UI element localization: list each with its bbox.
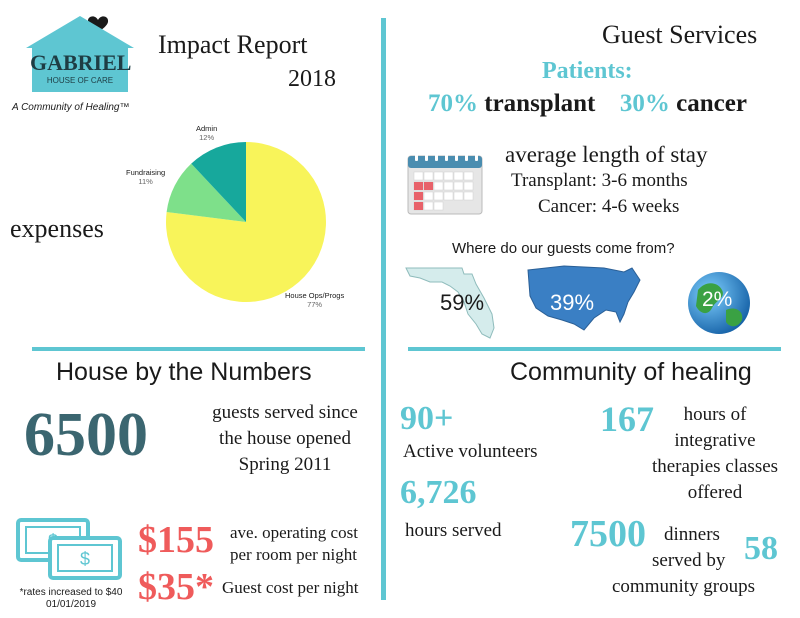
guests-line-1: guests served since (212, 402, 358, 423)
rate-note-line-1: *rates increased to $40 (19, 587, 123, 598)
guests-line-2: the house opened (219, 428, 351, 449)
guest-services-title: Guest Services (602, 20, 758, 49)
origin-question: Where do our guests come from? (452, 240, 675, 257)
classes-line-3: therapies classes (651, 456, 779, 477)
pie-label-admin-name: Admin (196, 124, 218, 133)
rate-note: *rates increased to $40 01/01/2019 (8, 587, 134, 611)
classes-description: hours of integrative therapies classes o… (630, 402, 800, 506)
dinners-word: dinners (664, 524, 720, 545)
volunteers-text: Active volunteers (403, 441, 538, 462)
house-logo-icon (26, 16, 134, 92)
report-title: Impact Report (158, 30, 308, 59)
rate-note-line-2: 01/01/2019 (45, 599, 97, 610)
pie-label-house-ops-value: 77% (307, 300, 323, 309)
pie-label-admin-value: 12% (199, 133, 215, 142)
operating-cost-line-1: ave. operating cost (230, 523, 358, 542)
hours-served-text: hours served (405, 520, 502, 541)
vertical-divider (381, 18, 386, 600)
pie-label-house-ops: House Ops/Progs 77% (285, 291, 344, 309)
stay-cancer: Cancer: 4-6 weeks (538, 196, 680, 217)
groups-number: 58 (744, 530, 778, 567)
community-title: Community of healing (510, 358, 752, 386)
logo: GABRIEL HOUSE OF CARE A Community of Hea… (8, 8, 148, 118)
svg-text:$: $ (80, 549, 90, 569)
classes-line-1: hours of (683, 404, 747, 425)
pie-label-fundraising-name: Fundraising (126, 168, 166, 177)
groups-text: community groups (612, 576, 756, 597)
logo-subtitle: HOUSE OF CARE (46, 76, 114, 85)
origin-usa-percent: 39% (550, 290, 595, 315)
pie-label-fundraising: Fundraising 11% (126, 168, 165, 186)
guest-cost: $35* (138, 566, 214, 608)
operating-cost: $155 (138, 519, 214, 561)
transplant-percent: 70% (428, 90, 478, 117)
logo-tagline: A Community of Healing™ (12, 102, 130, 113)
right-horizontal-divider (408, 347, 781, 351)
origin-florida-percent: 59% (440, 290, 485, 315)
expenses-pie-chart (166, 142, 326, 302)
pie-label-admin: Admin 12% (196, 124, 217, 142)
report-year: 2018 (288, 66, 336, 92)
stay-title: average length of stay (505, 142, 708, 167)
usa-map-icon (527, 265, 641, 331)
pie-slice-admin (191, 142, 246, 222)
volunteers-number: 90+ (400, 400, 454, 437)
money-icon: $ $ (16, 518, 122, 580)
guest-cost-description: Guest cost per night (222, 578, 359, 597)
logo-name: GABRIEL (30, 50, 132, 75)
guests-count: 6500 (24, 401, 148, 469)
house-numbers-title: House by the Numbers (56, 358, 312, 386)
pie-slice-fundraising (166, 163, 246, 222)
pie-label-house-ops-name: House Ops/Progs (285, 291, 345, 300)
globe-icon (688, 272, 750, 334)
guests-description: guests served since the house opened Spr… (190, 400, 380, 478)
origin-world-percent: 2% (702, 288, 733, 311)
cancer-percent: 30% (619, 90, 670, 117)
patients-breakdown: 70% transplant 30% cancer (428, 90, 747, 118)
calendar-icon (407, 152, 483, 215)
patients-label: Patients: (542, 58, 633, 84)
classes-line-4: offered (687, 482, 743, 503)
hours-served-number: 6,726 (400, 474, 477, 511)
florida-map-icon (405, 267, 495, 339)
classes-line-2: integrative (674, 430, 756, 451)
pie-label-fundraising-value: 11% (138, 177, 153, 186)
served-by-text: served by (652, 550, 726, 571)
guests-line-3: Spring 2011 (238, 454, 332, 475)
operating-cost-description: ave. operating cost per room per night (230, 522, 358, 566)
stay-transplant: Transplant: 3-6 months (511, 170, 688, 191)
dinners-number: 7500 (570, 513, 646, 555)
cancer-word: cancer (676, 90, 747, 117)
left-horizontal-divider (32, 347, 365, 351)
classes-number: 167 (600, 399, 654, 439)
transplant-word: transplant (484, 90, 596, 117)
expenses-label: expenses (10, 214, 104, 243)
operating-cost-line-2: per room per night (230, 545, 357, 564)
